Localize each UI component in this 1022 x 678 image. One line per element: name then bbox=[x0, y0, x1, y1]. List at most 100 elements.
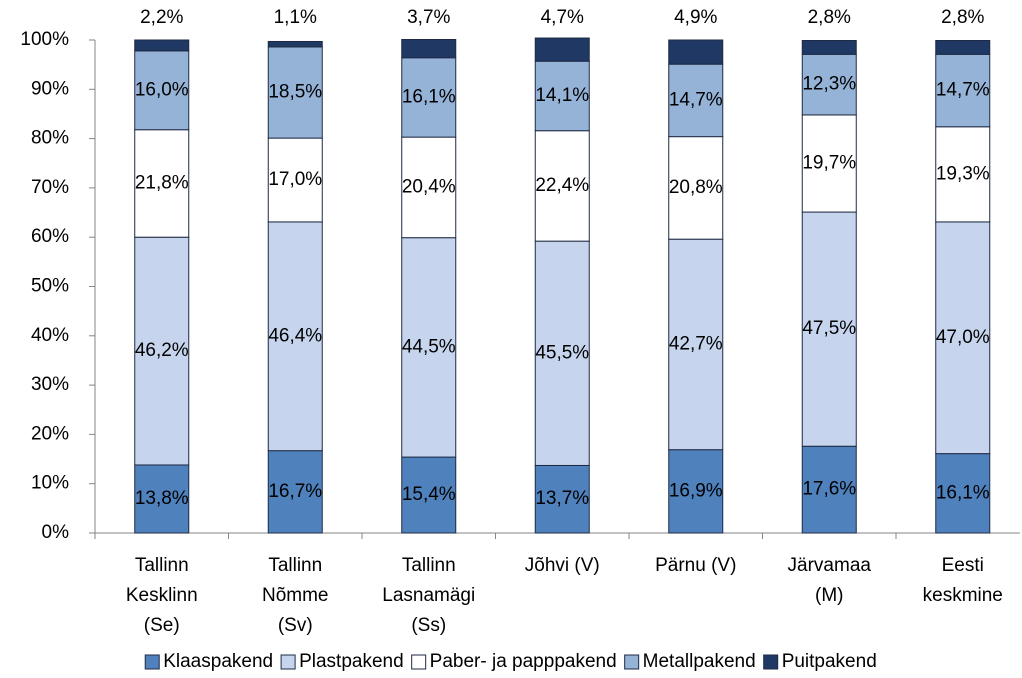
value-label: 44,5% bbox=[402, 336, 456, 357]
bar-segment bbox=[935, 221, 991, 455]
bar-segment bbox=[401, 39, 457, 59]
value-label: 16,0% bbox=[135, 79, 189, 100]
y-tick-label: 80% bbox=[31, 128, 69, 149]
value-label: 20,4% bbox=[402, 176, 456, 197]
value-label: 14,7% bbox=[669, 89, 723, 110]
value-label: 3,7% bbox=[407, 7, 450, 28]
value-label: 19,3% bbox=[936, 163, 990, 184]
bar-segment bbox=[534, 464, 590, 534]
value-label: 17,0% bbox=[268, 169, 322, 190]
x-tick-label: (M) bbox=[815, 585, 843, 606]
bar-segment bbox=[134, 464, 190, 534]
x-tick-label: keskmine bbox=[923, 585, 1003, 606]
value-label: 42,7% bbox=[669, 333, 723, 354]
legend-swatch bbox=[624, 654, 640, 670]
bar-segment bbox=[267, 137, 323, 223]
bar-segment bbox=[935, 453, 991, 534]
x-tick-label: Kesklinn bbox=[126, 585, 198, 606]
value-label: 2,8% bbox=[941, 7, 984, 28]
legend-label: Puitpakend bbox=[782, 651, 877, 672]
value-label: 46,4% bbox=[268, 325, 322, 346]
y-tick-label: 70% bbox=[31, 177, 69, 198]
legend-swatch bbox=[411, 654, 427, 670]
bar-segment bbox=[668, 449, 724, 534]
bar-segment bbox=[401, 456, 457, 534]
value-label: 47,0% bbox=[936, 327, 990, 348]
bar-segment bbox=[401, 136, 457, 239]
value-label: 16,7% bbox=[268, 481, 322, 502]
value-label: 1,1% bbox=[274, 7, 317, 28]
legend-label: Paber- ja papppakend bbox=[430, 651, 617, 672]
legend-swatch bbox=[144, 654, 160, 670]
value-label: 4,9% bbox=[674, 7, 717, 28]
x-tick-label: Tallinn bbox=[135, 555, 189, 576]
y-tick-label: 10% bbox=[31, 473, 69, 494]
value-label: 14,1% bbox=[535, 85, 589, 106]
bar-segment bbox=[935, 126, 991, 223]
value-label: 21,8% bbox=[135, 172, 189, 193]
bar-segment bbox=[134, 129, 190, 238]
bar-segment bbox=[801, 39, 857, 55]
bar-segment bbox=[401, 237, 457, 458]
legend-label: Metallpakend bbox=[643, 651, 756, 672]
bar-segment bbox=[801, 445, 857, 534]
value-label: 13,8% bbox=[135, 488, 189, 509]
bar-segment bbox=[534, 60, 590, 132]
bar-segment bbox=[801, 211, 857, 447]
y-tick-label: 0% bbox=[42, 522, 70, 543]
legend-label: Plastpakend bbox=[299, 651, 404, 672]
y-tick-label: 40% bbox=[31, 325, 69, 346]
bar-segment bbox=[935, 39, 991, 55]
value-label: 20,8% bbox=[669, 177, 723, 198]
y-tick-label: 20% bbox=[31, 423, 69, 444]
x-tick-label: Tallinn bbox=[402, 555, 456, 576]
bar-segment bbox=[534, 130, 590, 242]
y-tick-label: 50% bbox=[31, 276, 69, 297]
y-tick-label: 30% bbox=[31, 374, 69, 395]
y-tick-label: 60% bbox=[31, 226, 69, 247]
value-label: 2,8% bbox=[808, 7, 851, 28]
x-tick-label: (Se) bbox=[144, 615, 180, 636]
value-label: 19,7% bbox=[802, 153, 856, 174]
value-label: 22,4% bbox=[535, 175, 589, 196]
value-label: 15,4% bbox=[402, 484, 456, 505]
x-tick-label: Järvamaa bbox=[788, 555, 872, 576]
bar-segment bbox=[668, 136, 724, 240]
x-tick-label: Lasnamägi bbox=[382, 585, 475, 606]
bar-segment bbox=[134, 39, 190, 52]
bar-segment bbox=[401, 57, 457, 138]
bar-segment bbox=[134, 50, 190, 131]
y-tick-label: 90% bbox=[31, 78, 69, 99]
x-tick-label: Nõmme bbox=[262, 585, 329, 606]
x-tick-label: Eesti bbox=[942, 555, 984, 576]
value-label: 16,9% bbox=[669, 480, 723, 501]
value-label: 14,7% bbox=[936, 80, 990, 101]
value-label: 4,7% bbox=[541, 7, 584, 28]
x-tick-label: Jõhvi (V) bbox=[525, 555, 600, 576]
bar-segment bbox=[267, 221, 323, 452]
legend-swatch bbox=[763, 654, 779, 670]
bar-segment bbox=[668, 238, 724, 451]
value-label: 17,6% bbox=[802, 479, 856, 500]
legend-swatch bbox=[280, 654, 296, 670]
x-tick-label: Tallinn bbox=[268, 555, 322, 576]
value-label: 18,5% bbox=[268, 82, 322, 103]
legend-label: Klaaspakend bbox=[163, 651, 273, 672]
bar-segment bbox=[534, 240, 590, 466]
bar-segment bbox=[534, 37, 590, 62]
x-tick-label: (Sv) bbox=[278, 615, 313, 636]
bar-segment bbox=[267, 46, 323, 139]
bar-segment bbox=[668, 63, 724, 138]
x-tick-label: (Ss) bbox=[411, 615, 446, 636]
value-label: 46,2% bbox=[135, 340, 189, 361]
bar-segment bbox=[668, 39, 724, 65]
value-label: 2,2% bbox=[140, 7, 183, 28]
value-label: 16,1% bbox=[402, 86, 456, 107]
value-label: 45,5% bbox=[535, 342, 589, 363]
x-tick-label: Pärnu (V) bbox=[655, 555, 736, 576]
bar-segment bbox=[267, 40, 323, 48]
bar-segment bbox=[134, 236, 190, 466]
value-label: 12,3% bbox=[802, 74, 856, 95]
